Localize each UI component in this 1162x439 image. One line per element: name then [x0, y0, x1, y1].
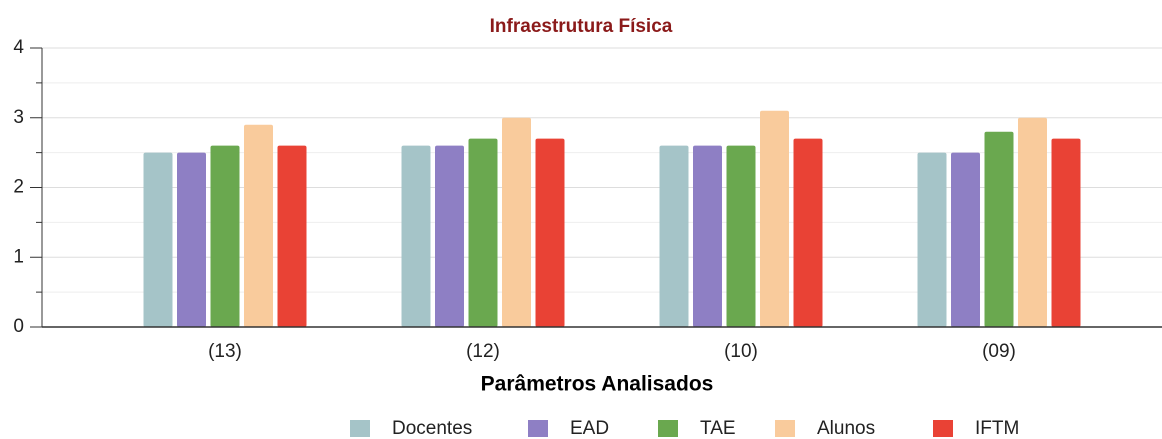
x-tick-label: (10) — [724, 341, 758, 362]
bar — [1051, 138, 1081, 327]
bar — [951, 152, 980, 327]
y-tick-label: 3 — [13, 107, 24, 128]
legend-label: Alunos — [817, 418, 875, 439]
bar — [535, 138, 565, 327]
bar — [177, 152, 206, 327]
bar — [502, 117, 531, 327]
bar — [401, 145, 431, 327]
bar — [143, 152, 173, 327]
x-tick-label: (12) — [466, 341, 500, 362]
legend-label: IFTM — [975, 418, 1019, 439]
y-tick-label: 2 — [13, 177, 24, 198]
bar — [659, 145, 689, 327]
bar — [244, 124, 273, 327]
legend-label: EAD — [570, 418, 609, 439]
legend-swatch — [658, 420, 678, 437]
bar — [435, 145, 464, 327]
bar — [693, 145, 722, 327]
x-tick-label: (13) — [208, 341, 242, 362]
bar — [793, 138, 823, 327]
bar — [1018, 117, 1047, 327]
legend-label: Docentes — [392, 418, 472, 439]
legend-swatch — [350, 420, 370, 437]
legend-swatch — [933, 420, 953, 437]
x-tick-label: (09) — [982, 341, 1016, 362]
bar — [210, 145, 240, 327]
legend-swatch — [775, 420, 795, 437]
legend-label: TAE — [700, 418, 736, 439]
y-tick-label: 0 — [13, 316, 24, 337]
bar — [984, 131, 1014, 327]
bar — [917, 152, 947, 327]
bar — [726, 145, 756, 327]
bar — [277, 145, 307, 327]
chart-title: Infraestrutura Física — [490, 16, 673, 37]
y-tick-label: 1 — [13, 246, 24, 267]
bar — [760, 110, 789, 328]
legend-swatch — [528, 420, 548, 437]
x-axis-title: Parâmetros Analisados — [481, 373, 714, 396]
y-tick-label: 4 — [13, 37, 24, 58]
bar — [468, 138, 498, 327]
